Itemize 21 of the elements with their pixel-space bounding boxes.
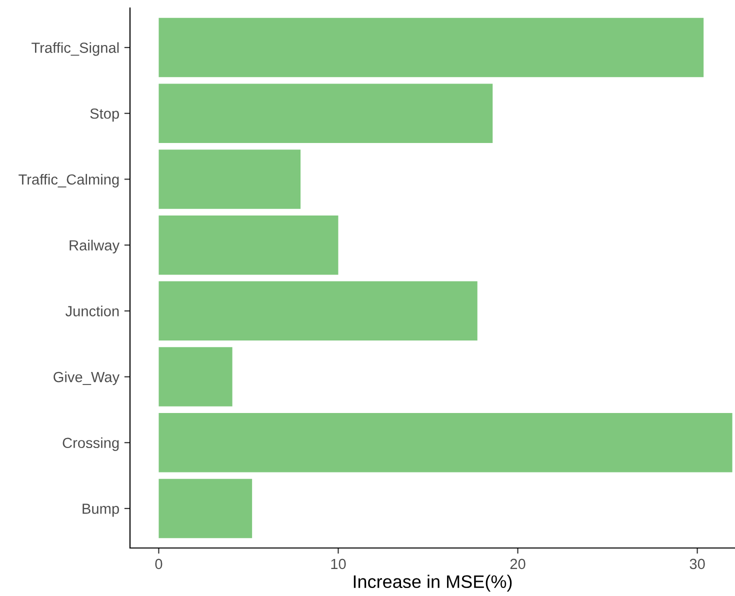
bar (158, 478, 252, 538)
bar (158, 281, 478, 341)
x-tick-label: 0 (155, 558, 162, 570)
y-tick-label: Traffic_Calming (18, 174, 119, 188)
x-tick-label: 30 (690, 558, 705, 570)
bar (158, 215, 338, 275)
bar (158, 347, 232, 406)
x-tick-label: 10 (331, 558, 346, 570)
y-tick-label: Crossing (62, 437, 119, 451)
bar (158, 84, 493, 143)
bar (158, 18, 704, 78)
y-tick-label: Junction (65, 306, 119, 316)
y-tick-label: Traffic_Signal (32, 42, 119, 56)
bar (158, 150, 301, 209)
y-tick-label: Give_Way (54, 371, 120, 386)
x-axis-title: Increase in MSE(%) (354, 574, 512, 592)
bar (158, 413, 732, 472)
y-tick-label: Railway (70, 240, 120, 254)
y-tick-label: Stop (90, 108, 119, 122)
y-tick-label: Bump (82, 504, 119, 517)
x-tick-label: 20 (510, 558, 526, 570)
